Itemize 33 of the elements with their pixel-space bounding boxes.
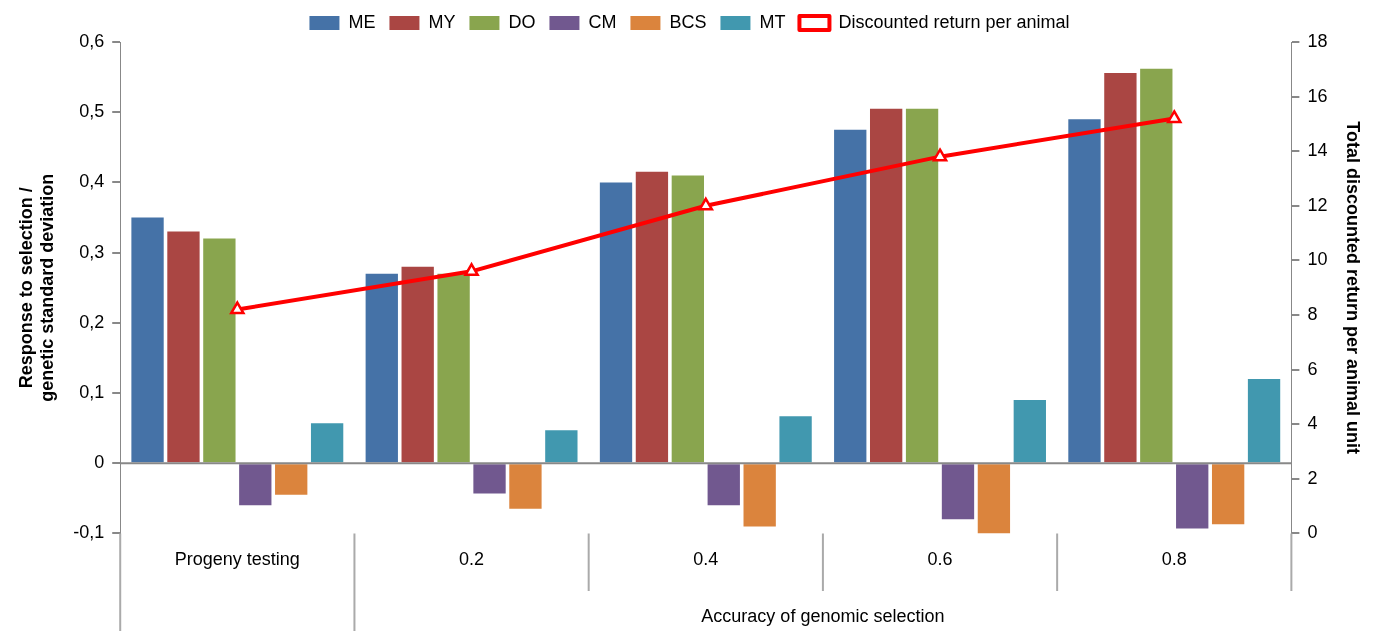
legend-label: BCS <box>669 11 707 32</box>
y2-tick-label: 6 <box>1307 358 1318 379</box>
x-axis-title: Accuracy of genomic selection <box>701 605 945 626</box>
y2-tick-label: 2 <box>1307 467 1318 488</box>
y-tick-label: 0,4 <box>79 171 105 192</box>
legend-label: ME <box>348 11 376 32</box>
y2-tick-label: 10 <box>1307 249 1328 270</box>
y2-tick-label: 14 <box>1307 140 1328 161</box>
x-tick-label: Progeny testing <box>174 549 300 570</box>
legend-label: MY <box>428 11 456 32</box>
legend-label: CM <box>588 11 617 32</box>
y-tick-label: 0 <box>94 452 105 473</box>
y2-tick-label: 4 <box>1307 413 1318 434</box>
y-tick-label: 0,1 <box>79 381 105 402</box>
y2-tick-label: 0 <box>1307 522 1318 543</box>
x-tick-label: 0.4 <box>693 549 719 570</box>
y-axis-title: Response to selection / genetic standard deviation <box>15 173 58 402</box>
y-tick-label: 0,2 <box>79 311 105 332</box>
y-tick-label: 0,6 <box>79 30 105 51</box>
legend-label: MT <box>759 11 786 32</box>
x-tick-label: 0.8 <box>1161 549 1187 570</box>
y2-tick-label: 8 <box>1307 303 1318 324</box>
x-tick-label: 0.2 <box>459 549 485 570</box>
y-tick-label: 0,3 <box>79 241 105 262</box>
y2-axis-title: Total discounted return per animal unit <box>1343 121 1364 455</box>
x-tick-label: 0.6 <box>927 549 953 570</box>
y2-tick-label: 12 <box>1307 194 1328 215</box>
y-tick-label: -0,1 <box>73 522 105 543</box>
y2-tick-label: 18 <box>1307 30 1328 51</box>
y-tick-label: 0,5 <box>79 101 105 122</box>
legend-label: DO <box>508 11 536 32</box>
legend-label: Discounted return per animal <box>838 11 1070 32</box>
y2-tick-label: 16 <box>1307 85 1328 106</box>
